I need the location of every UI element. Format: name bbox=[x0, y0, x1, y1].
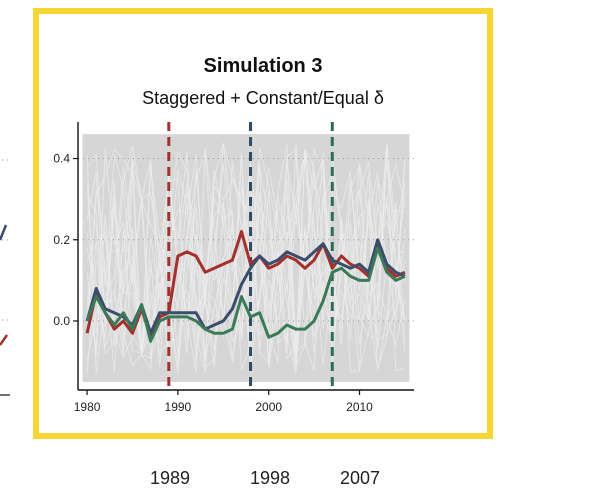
placebo-line bbox=[86, 155, 406, 361]
neighbor-panel-partial bbox=[0, 159, 10, 396]
chart-subtitle: Staggered + Constant/Equal δ bbox=[142, 88, 384, 108]
neighbor-series bbox=[0, 334, 9, 346]
x-tick-label: 2000 bbox=[255, 400, 282, 414]
x-tick-label: 1980 bbox=[74, 400, 101, 414]
placebo-line bbox=[86, 147, 406, 363]
legend-entry: 1989 bbox=[150, 468, 191, 488]
chart-title: Simulation 3 bbox=[204, 55, 323, 77]
placebo-line bbox=[86, 148, 406, 371]
placebo-line bbox=[86, 141, 406, 374]
neighbor-series bbox=[0, 224, 8, 241]
series-line-2 bbox=[85, 246, 406, 343]
placebo-line bbox=[86, 142, 406, 373]
legend-entry: 2007 bbox=[340, 468, 381, 488]
y-tick-label: 0.2 bbox=[53, 233, 70, 247]
y-tick-label: 0.4 bbox=[53, 152, 70, 166]
plot-area: 0.0 0.2 0.4 1980 1990 2000 2010 bbox=[53, 122, 414, 414]
placebo-line bbox=[86, 144, 406, 374]
x-tick-label: 2010 bbox=[346, 400, 373, 414]
y-tick-label: 0.0 bbox=[53, 314, 70, 328]
x-tick-label: 1990 bbox=[165, 400, 192, 414]
legend-entry: 1998 bbox=[250, 468, 291, 488]
